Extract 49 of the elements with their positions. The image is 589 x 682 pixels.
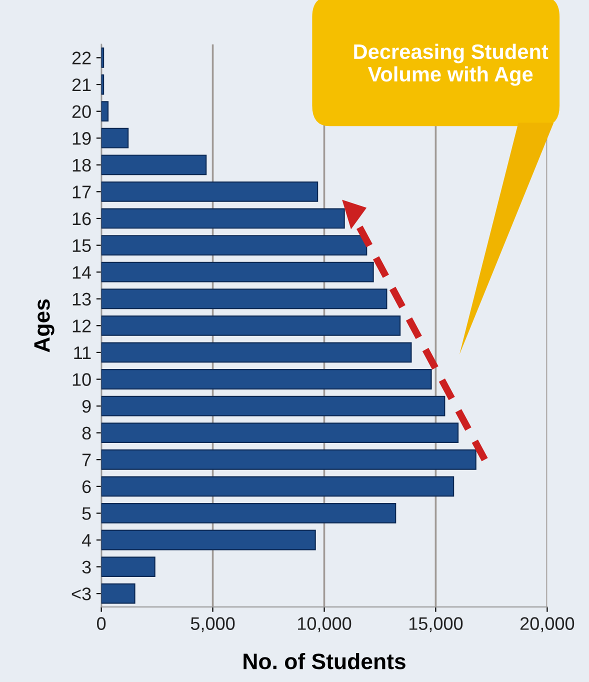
bar [101, 342, 412, 363]
y-tick-label: 6 [82, 480, 91, 494]
bar [101, 583, 136, 604]
y-tick-label: 4 [82, 534, 92, 547]
y-tick-label: 9 [82, 400, 91, 413]
y-tick-label: 16 [72, 212, 91, 226]
y-tick-label: 10 [72, 373, 91, 386]
x-tick-label: 0 [96, 617, 106, 630]
y-tick-label: 19 [72, 132, 91, 145]
bar [101, 396, 446, 416]
bar [101, 181, 318, 202]
y-tick-label: 14 [72, 266, 92, 279]
x-tick-label: 15,000 [409, 617, 463, 632]
bar [101, 556, 156, 577]
y-tick-label: <3 [72, 588, 91, 600]
bar [101, 476, 454, 497]
bar [101, 262, 374, 282]
bar [101, 128, 129, 148]
annotation: Decreasing Student Volume with Age [354, 44, 548, 86]
y-tick-label: 11 [74, 346, 91, 359]
y-tick-label: 5 [82, 507, 91, 520]
x-tick-label: 10,000 [298, 617, 352, 632]
y-tick-label: 17 [72, 186, 91, 198]
y-tick-label: 13 [72, 292, 91, 306]
y-tick-label: 8 [82, 426, 91, 440]
x-axis-title: No. of Students [244, 652, 406, 670]
y-tick-label: 3 [82, 560, 91, 574]
bar [101, 422, 459, 444]
x-tick-label: 5,000 [190, 617, 235, 632]
bar [101, 101, 109, 122]
bar [101, 315, 401, 336]
bar [101, 74, 104, 95]
y-tick-label: 20 [72, 105, 91, 118]
y-tick-label: 12 [72, 320, 91, 332]
bar [101, 154, 207, 176]
y-axis-title: Ages [34, 299, 54, 352]
y-tick-label: 18 [72, 158, 91, 172]
x-tick-label: 20,000 [520, 617, 574, 632]
y-tick-label: 21 [72, 78, 91, 92]
bar [101, 235, 368, 256]
y-tick-label: 7 [82, 454, 91, 466]
bar [101, 530, 316, 550]
bar [101, 503, 396, 524]
y-tick-label: 15 [72, 239, 91, 252]
y-tick-label: 22 [72, 52, 91, 64]
bar [101, 369, 432, 390]
bar [101, 449, 476, 470]
bar [101, 288, 388, 310]
bar [101, 48, 104, 68]
